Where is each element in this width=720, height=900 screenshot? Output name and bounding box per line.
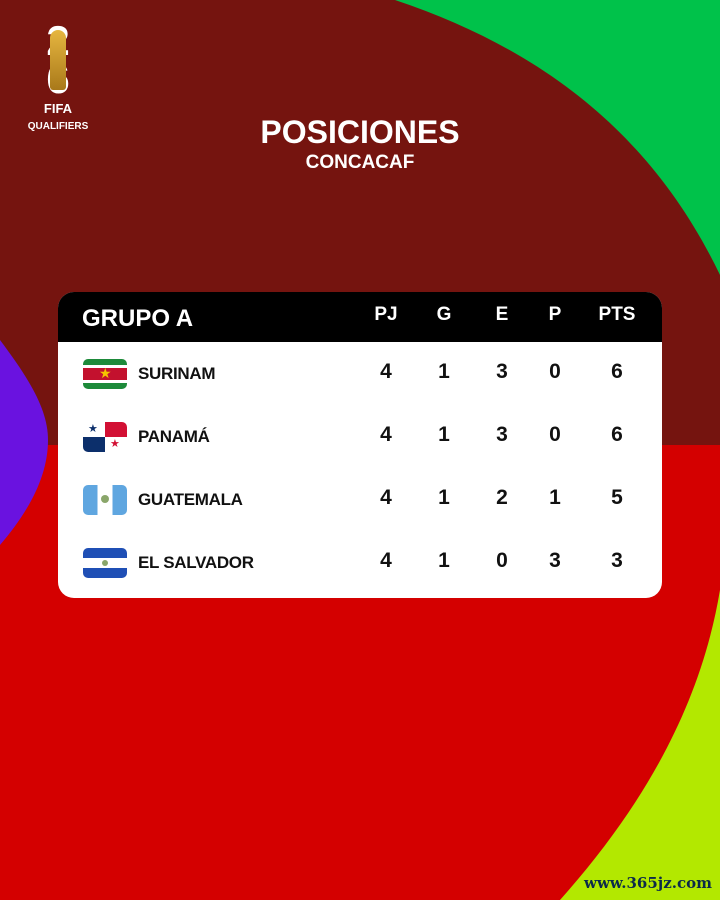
el-salvador-flag-icon [83, 548, 127, 578]
watermark: www.365jz.com [584, 874, 712, 892]
pts-value: 6 [611, 360, 623, 383]
table-row: GUATEMALA 4 1 2 1 5 [58, 468, 662, 531]
team-name: GUATEMALA [138, 490, 243, 509]
pj-value: 4 [380, 423, 392, 446]
trophy-icon [50, 30, 66, 90]
group-title: GRUPO A [82, 305, 194, 332]
pj-value: 4 [380, 360, 392, 383]
pj-value: 4 [380, 486, 392, 509]
p-value: 0 [549, 360, 561, 383]
g-value: 1 [438, 486, 450, 509]
col-p: P [548, 304, 562, 325]
col-g: G [436, 304, 452, 325]
table-row: ★ SURINAM 4 1 3 0 6 [58, 342, 662, 405]
e-value: 0 [496, 549, 508, 572]
table-header: GRUPO A PJ G E P PTS [58, 292, 662, 342]
table-row: EL SALVADOR 4 1 0 3 3 [58, 531, 662, 594]
panama-flag-icon: ★ ★ [83, 422, 127, 452]
g-value: 1 [438, 423, 450, 446]
e-value: 3 [496, 423, 508, 446]
pts-value: 5 [611, 486, 623, 509]
col-pj: PJ [374, 304, 398, 325]
page-subtitle: CONCACAF [305, 152, 415, 173]
suriname-flag-icon: ★ [83, 359, 127, 389]
team-name: PANAMÁ [138, 427, 210, 446]
standings-table: GRUPO A PJ G E P PTS ★ SURINAM 4 1 3 0 6… [58, 292, 662, 598]
col-pts: PTS [598, 304, 636, 325]
g-value: 1 [438, 549, 450, 572]
logo-fifa: FIFA [43, 101, 73, 116]
g-value: 1 [438, 360, 450, 383]
p-value: 3 [549, 549, 561, 572]
p-value: 0 [549, 423, 561, 446]
e-value: 2 [496, 486, 508, 509]
table-row: ★ ★ PANAMÁ 4 1 3 0 6 [58, 405, 662, 468]
team-name: EL SALVADOR [138, 553, 254, 572]
logo-qualifiers: QUALIFIERS [27, 121, 89, 132]
page-title: POSICIONES [260, 114, 460, 150]
pts-value: 3 [611, 549, 623, 572]
pj-value: 4 [380, 549, 392, 572]
team-name: SURINAM [138, 364, 216, 383]
pts-value: 6 [611, 423, 623, 446]
guatemala-flag-icon [83, 485, 127, 515]
p-value: 1 [549, 486, 561, 509]
col-e: E [495, 304, 509, 325]
fifa-qualifiers-logo: 26 FIFA QUALIFIERS [22, 20, 94, 140]
e-value: 3 [496, 360, 508, 383]
